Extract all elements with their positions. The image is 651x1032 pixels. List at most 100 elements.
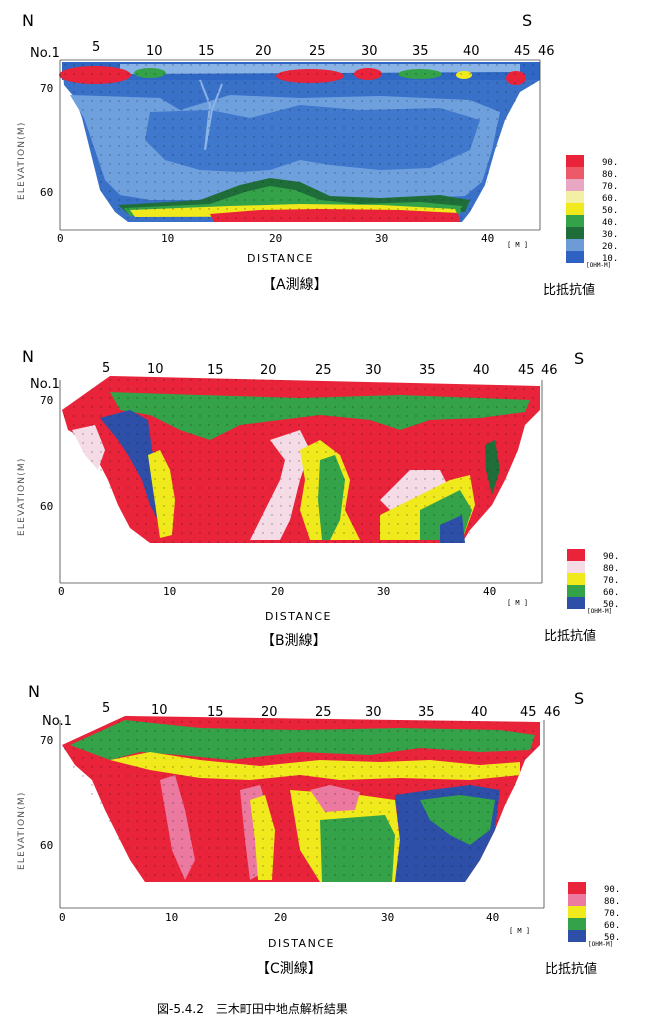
- line-title-a: 【A測線】: [262, 277, 328, 293]
- south-label-a: S: [522, 11, 532, 30]
- legend-swatch: [566, 155, 584, 167]
- distance-tick: 20: [271, 585, 284, 598]
- elevation-axis-label-a: ELEVATION(M): [17, 121, 27, 200]
- legend-level: 70.: [604, 909, 620, 919]
- station-label: 25: [309, 44, 326, 59]
- elevation-axis-label-c: ELEVATION(M): [17, 791, 27, 870]
- dot-overlay: [62, 716, 540, 882]
- legend-level: 20.: [602, 242, 618, 252]
- legend-swatch: [566, 191, 584, 203]
- legend-swatch: [568, 894, 586, 906]
- station-label: 46: [544, 705, 561, 720]
- station-label: 15: [198, 44, 215, 59]
- station-label: 20: [255, 44, 272, 59]
- station-label: 5: [102, 701, 110, 716]
- legend-c: 90. 80. 70. 60. 50.[OHM-M] 比抵抗値: [545, 882, 620, 977]
- legend-swatch: [567, 573, 585, 585]
- legend-level: 50.: [604, 933, 620, 943]
- legend-swatch: [566, 227, 584, 239]
- legend-level: 60.: [604, 921, 620, 931]
- elevation-tick: 60: [40, 186, 53, 199]
- distance-axis-label-b: DISTANCE: [265, 610, 332, 623]
- distance-tick: 10: [161, 232, 174, 245]
- station-labels-c: No.1 5 10 15 20 25 30 35 40 45 46: [42, 701, 561, 729]
- station-labels-b: No.1 5 10 15 20 25 30 35 40 45 46: [30, 361, 558, 392]
- figure-caption: 図-5.4.2 三木町田中地点解析結果: [157, 1001, 348, 1016]
- legend-unit: [OHM-M]: [588, 941, 613, 948]
- south-label-b: S: [574, 349, 584, 368]
- line-title-c: 【C測線】: [256, 961, 322, 977]
- legend-level: 90.: [604, 885, 620, 895]
- distance-unit: [ M ]: [509, 927, 530, 935]
- legend-level: 90.: [602, 158, 618, 168]
- north-label-c: N: [28, 682, 40, 701]
- legend-b: 90. 80. 70. 60. 50.[OHM-M] 比抵抗値: [544, 549, 619, 644]
- legend-swatch: [566, 179, 584, 191]
- line-title-b: 【B測線】: [261, 633, 327, 649]
- distance-tick: 40: [481, 232, 494, 245]
- legend-level: 60.: [603, 588, 619, 598]
- station-label: 10: [146, 44, 163, 59]
- station-label: 25: [315, 363, 332, 378]
- distance-tick: 20: [274, 911, 287, 924]
- legend-swatch: [567, 549, 585, 561]
- station-label: 46: [541, 363, 558, 378]
- resistivity-section-c: [62, 716, 540, 882]
- distance-tick: 20: [269, 232, 282, 245]
- panel-c: N S No.1 5 10 15 20 25 30 35 40 45 46: [17, 682, 620, 977]
- station-label: 30: [361, 44, 378, 59]
- distance-tick: 10: [163, 585, 176, 598]
- station-label: No.1: [30, 377, 60, 392]
- legend-swatch: [567, 597, 585, 609]
- distance-axis-label-a: DISTANCE: [247, 252, 314, 265]
- legend-level: 80.: [604, 897, 620, 907]
- distance-unit: [ M ]: [507, 599, 528, 607]
- elevation-axis-label-b: ELEVATION(M): [17, 457, 27, 536]
- dot-overlay: [62, 376, 540, 543]
- legend-a: 90. 80. 70. 60. 50. 40. 30. 20. 10.[OHM-M] 比抵抗値: [543, 155, 618, 298]
- legend-swatch: [568, 882, 586, 894]
- station-label: 10: [147, 362, 164, 377]
- distance-tick: 30: [377, 585, 390, 598]
- legend-unit: [OHM-M]: [587, 608, 612, 615]
- legend-level: 70.: [602, 182, 618, 192]
- station-label: 40: [471, 705, 488, 720]
- legend-level: 90.: [603, 552, 619, 562]
- legend-swatch: [567, 585, 585, 597]
- elevation-tick: 70: [40, 82, 53, 95]
- north-label-b: N: [22, 347, 34, 366]
- legend-level: 70.: [603, 576, 619, 586]
- axes-a: [59, 59, 541, 231]
- station-label: 40: [463, 44, 480, 59]
- station-label: 46: [538, 44, 555, 59]
- legend-swatch: [568, 906, 586, 918]
- station-label: 5: [102, 361, 110, 376]
- dot-overlay: [62, 62, 540, 222]
- panel-b: N S No.1 5 10 15 20 25 30 35 40 45 46: [17, 347, 619, 649]
- south-label-c: S: [574, 689, 584, 708]
- distance-tick: 10: [165, 911, 178, 924]
- resistivity-section-a: [59, 62, 540, 222]
- elevation-tick: 60: [40, 839, 53, 852]
- legend-level: 50.: [602, 206, 618, 216]
- legend-swatch: [566, 215, 584, 227]
- station-label: 45: [520, 705, 537, 720]
- station-label: No.1: [30, 46, 60, 61]
- distance-tick: 40: [486, 911, 499, 924]
- legend-level: 50.: [603, 600, 619, 610]
- station-label: No.1: [42, 714, 72, 729]
- legend-swatch: [566, 251, 584, 263]
- elevation-tick: 60: [40, 500, 53, 513]
- station-label: 45: [514, 44, 531, 59]
- axes-b: [59, 380, 543, 584]
- legend-swatch: [567, 561, 585, 573]
- legend-swatch: [566, 203, 584, 215]
- legend-title: 比抵抗値: [545, 961, 597, 977]
- legend-unit: [OHM-M]: [586, 262, 611, 269]
- distance-tick: 30: [381, 911, 394, 924]
- station-label: 15: [207, 363, 224, 378]
- distance-tick: 0: [57, 232, 64, 245]
- distance-tick: 0: [58, 585, 65, 598]
- distance-axis-label-c: DISTANCE: [268, 937, 335, 950]
